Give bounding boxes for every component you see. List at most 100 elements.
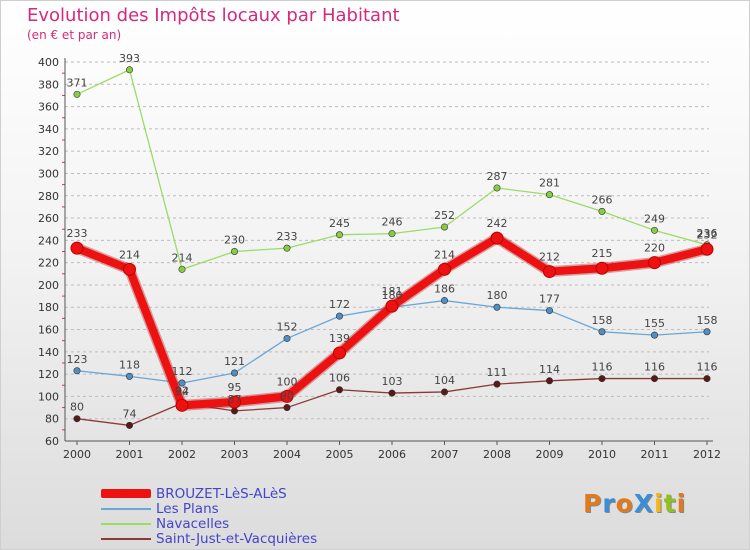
series-line [76, 69, 708, 270]
x-tick-label: 2011 [641, 448, 669, 461]
data-label: 220 [644, 242, 665, 255]
x-tick-label: 2012 [693, 448, 721, 461]
data-label: 249 [644, 212, 665, 225]
data-point [703, 375, 711, 383]
data-label: 233 [67, 227, 88, 240]
data-label: 111 [487, 366, 508, 379]
y-tick-label: 240 [38, 234, 59, 247]
legend-item: BROUZET-LèS-ALèS [101, 486, 317, 502]
logo-letter: i [676, 489, 687, 518]
data-label: 87 [228, 393, 242, 406]
data-point [440, 388, 448, 396]
data-label: 242 [487, 217, 508, 230]
legend-label: Saint-Just-et-Vacquières [156, 530, 318, 547]
legend-swatch [101, 489, 151, 498]
chart-title: Evolution des Impôts locaux par Habitant [27, 5, 400, 26]
data-point [73, 367, 81, 375]
data-label: 114 [539, 363, 560, 376]
data-point [648, 256, 661, 270]
data-point [493, 303, 501, 311]
x-tick-label: 2003 [221, 448, 249, 461]
data-label: 233 [277, 230, 298, 243]
data-point [545, 377, 553, 385]
data-point [123, 262, 136, 276]
data-point [545, 191, 553, 199]
legend-item: Navacelles [101, 515, 317, 532]
y-tick-label: 260 [38, 212, 59, 225]
data-point [598, 207, 606, 215]
data-label: 180 [487, 289, 508, 302]
data-point [333, 346, 346, 360]
data-label: 214 [119, 248, 140, 261]
data-label: 103 [382, 375, 403, 388]
logo-letter: t [663, 489, 677, 518]
logo-letter: o [615, 489, 634, 518]
legend-label: Navacelles [156, 515, 230, 532]
data-label: 106 [329, 372, 350, 385]
data-point [178, 379, 186, 387]
data-point [178, 265, 186, 273]
data-label: 212 [539, 251, 560, 264]
data-label: 155 [644, 317, 665, 330]
data-label: 180 [382, 289, 403, 302]
logo-letter: r [602, 489, 616, 518]
y-tick-label: 400 [38, 56, 59, 69]
data-point [280, 389, 294, 403]
data-point [126, 66, 134, 74]
data-point [228, 395, 241, 409]
data-point [650, 226, 658, 234]
data-label: 74 [123, 407, 137, 420]
y-tick-label: 100 [38, 390, 59, 403]
chart-legend: BROUZET-LèS-ALèS Les Plans Navacelles Saint… [101, 486, 318, 547]
data-label: 181 [382, 285, 403, 298]
data-point [438, 262, 451, 276]
data-label: 177 [539, 293, 560, 306]
data-label: 236 [697, 227, 718, 240]
data-point [70, 241, 84, 255]
y-tick-label: 200 [38, 279, 59, 292]
data-point [231, 407, 239, 415]
data-label: 158 [697, 314, 718, 327]
legend-item: Les Plans [101, 500, 317, 517]
data-label: 95 [228, 381, 242, 394]
data-point [493, 380, 501, 388]
data-point [490, 231, 504, 245]
data-point [126, 421, 134, 429]
data-point [283, 404, 291, 412]
data-point [440, 297, 448, 305]
x-tick-label: 2001 [116, 448, 144, 461]
data-point [231, 369, 239, 377]
data-label: 104 [434, 374, 455, 387]
y-tick-label: 320 [38, 145, 59, 158]
data-point [440, 223, 448, 231]
data-point [335, 231, 343, 239]
data-label: 230 [224, 234, 245, 247]
data-label: 94 [175, 385, 189, 398]
legend-swatch [101, 507, 151, 510]
data-label: 121 [224, 355, 245, 368]
data-label: 215 [592, 247, 613, 260]
x-tick-label: 2005 [326, 448, 354, 461]
data-point [388, 389, 396, 397]
data-point [335, 386, 343, 394]
x-tick-label: 2009 [536, 448, 564, 461]
y-tick-label: 380 [38, 78, 59, 91]
y-tick-label: 340 [38, 123, 59, 136]
data-point [598, 328, 606, 336]
axes-layer: 60 80 100 120 140 160 180 200 220 240 260 280 300 320… [38, 56, 721, 461]
data-point [385, 299, 399, 313]
y-tick-label: 280 [38, 190, 59, 203]
data-label: 232 [697, 228, 718, 241]
legend-label: Les Plans [156, 500, 219, 517]
legend-swatch [101, 537, 151, 540]
legend-swatch [101, 522, 151, 525]
data-point [545, 307, 553, 315]
data-point [231, 248, 239, 256]
data-label: 281 [539, 177, 560, 190]
y-tick-label: 120 [38, 368, 59, 381]
data-point [650, 331, 658, 339]
data-point [73, 90, 81, 98]
data-label: 116 [592, 361, 613, 374]
data-label: 245 [329, 217, 350, 230]
